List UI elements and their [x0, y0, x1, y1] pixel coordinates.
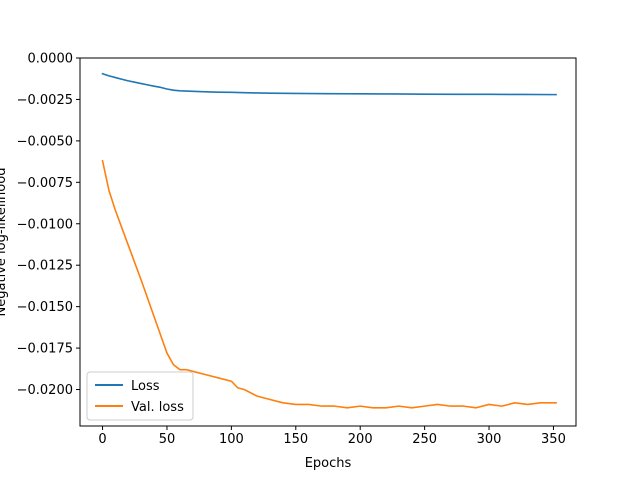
- y-tick-label: 0.0000: [28, 52, 74, 67]
- y-axis-label: Negative log-likelihood: [0, 168, 9, 317]
- y-tick-label: −0.0100: [17, 217, 73, 232]
- x-tick-label: 50: [159, 432, 176, 447]
- series-line-val-loss: [101, 159, 557, 409]
- legend: Loss Val. loss: [86, 371, 194, 421]
- y-tick-label: −0.0175: [17, 342, 73, 357]
- x-tick-label: 0: [98, 432, 106, 447]
- x-tick-label: 300: [477, 432, 502, 447]
- y-axis-ticks: 0.0000 −0.0025 −0.0050 −0.0075 −0.0100 −0.012…: [17, 52, 80, 398]
- y-tick-label: −0.0150: [17, 300, 73, 315]
- x-tick-label: 350: [541, 432, 566, 447]
- x-axis-ticks: 0 50 100 150 200 250 300 350: [98, 426, 566, 447]
- plot-lines: [101, 72, 557, 409]
- y-tick-label: −0.0025: [17, 93, 73, 108]
- x-tick-label: 250: [412, 432, 437, 447]
- series-line-loss: [101, 72, 557, 96]
- y-tick-label: −0.0050: [17, 134, 73, 149]
- plot-frame: [79, 57, 577, 427]
- x-tick-label: 150: [283, 432, 308, 447]
- y-tick-label: −0.0075: [17, 176, 73, 191]
- y-tick-label: −0.0200: [17, 383, 73, 398]
- y-tick-label: −0.0125: [17, 259, 73, 274]
- x-tick-label: 200: [348, 432, 373, 447]
- legend-label-val-loss: Val. loss: [131, 400, 184, 415]
- x-axis-label: Epochs: [305, 456, 352, 471]
- x-tick-label: 100: [219, 432, 244, 447]
- legend-label-loss: Loss: [131, 379, 160, 394]
